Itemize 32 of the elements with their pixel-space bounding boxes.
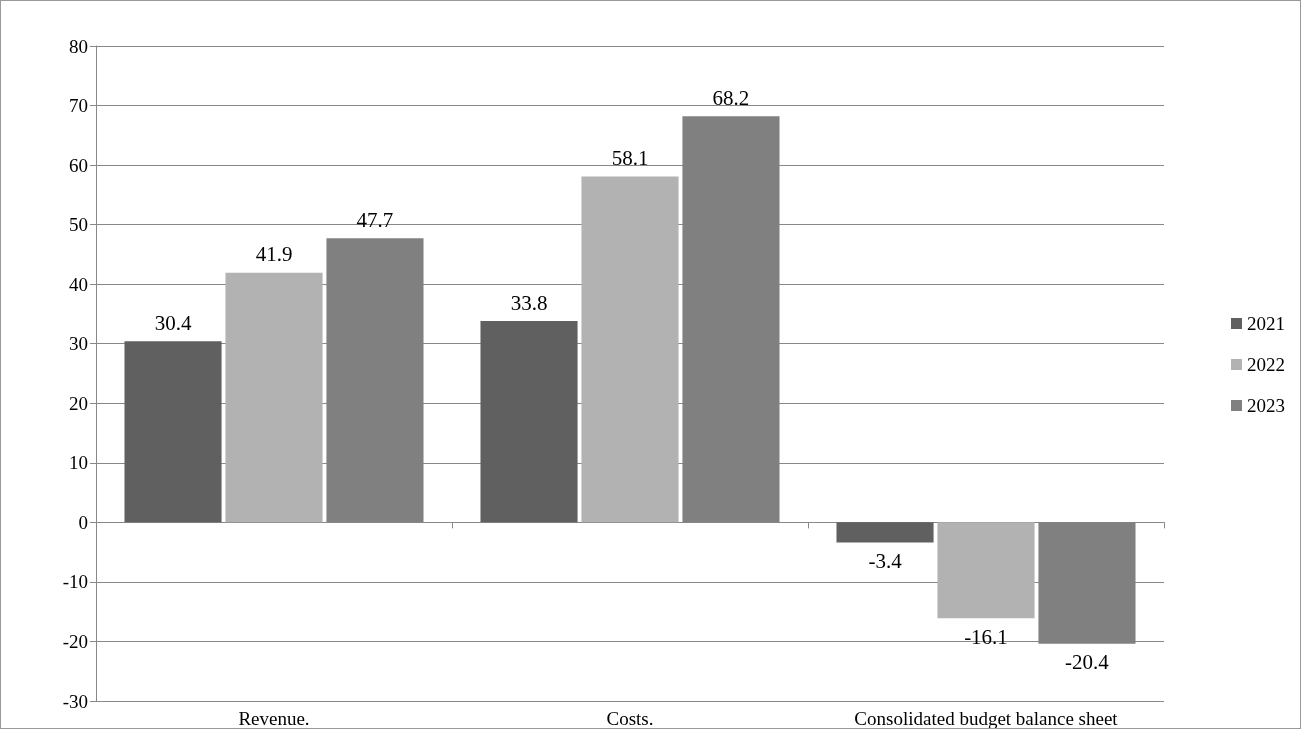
legend-label: 2022 [1247, 354, 1285, 375]
data-label: -3.4 [868, 549, 903, 574]
bar [124, 341, 222, 523]
data-label: -16.1 [964, 624, 1008, 649]
bar [937, 522, 1035, 619]
y-tick-label: 50 [69, 214, 88, 236]
y-tick-label: 60 [69, 154, 88, 176]
y-tick-label: 70 [69, 95, 88, 117]
x-tick-label: Revenue. [238, 708, 310, 729]
data-label: 68.2 [712, 85, 750, 110]
y-tick-label: 80 [69, 35, 88, 57]
bar [581, 176, 679, 523]
bar [225, 272, 323, 523]
data-label: 30.4 [154, 310, 192, 335]
legend-label: 2021 [1247, 313, 1285, 334]
bar [480, 321, 578, 523]
y-tick-label: 10 [69, 452, 88, 474]
data-label: 58.1 [611, 145, 649, 170]
x-tick-label: Costs. [606, 708, 654, 729]
y-tick-label: -20 [62, 630, 88, 652]
legend-label: 2023 [1247, 395, 1285, 416]
data-label: 33.8 [510, 290, 548, 315]
y-tick-label: -30 [62, 690, 88, 712]
data-label: 41.9 [255, 242, 293, 267]
y-tick-label: 30 [69, 333, 88, 355]
bar [836, 522, 934, 543]
data-label: 47.7 [356, 207, 394, 232]
y-tick-label: 20 [69, 392, 88, 414]
y-tick-label: 0 [78, 511, 88, 533]
y-tick-label: 40 [69, 273, 88, 295]
y-tick-label: -10 [62, 571, 88, 593]
data-label: -20.4 [1065, 650, 1110, 675]
